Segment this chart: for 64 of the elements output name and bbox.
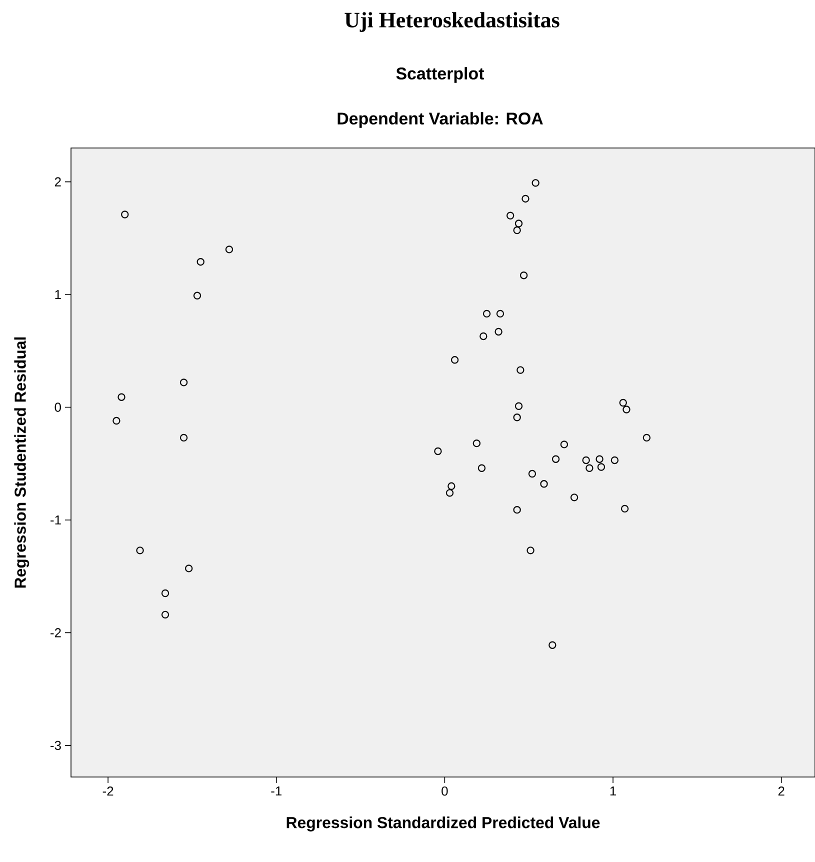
point <box>494 328 502 336</box>
point <box>642 434 651 442</box>
point <box>622 406 630 414</box>
point <box>532 179 540 187</box>
point <box>548 641 556 649</box>
point <box>193 292 202 300</box>
y-axis-title: Regression Studentized Residual <box>14 337 30 588</box>
point <box>526 546 534 554</box>
chart-title: Scatterplot <box>396 67 484 83</box>
point <box>482 310 491 318</box>
y-tick-label: -2 <box>50 628 61 638</box>
point <box>480 332 488 340</box>
point <box>180 434 188 442</box>
x-tick-label: 2 <box>778 786 784 796</box>
point <box>560 440 568 448</box>
point <box>450 356 459 364</box>
x-tick-label: -2 <box>102 786 114 796</box>
point <box>180 378 188 386</box>
point <box>540 480 548 488</box>
y-tick-label: 1 <box>55 290 61 299</box>
point <box>570 494 578 502</box>
point <box>513 506 521 514</box>
point <box>582 456 590 464</box>
point <box>620 504 629 513</box>
point <box>610 456 619 464</box>
x-tick-label: 1 <box>610 786 616 796</box>
point <box>448 482 456 490</box>
x-axis-title: Regression Standardized Predicted Value <box>286 816 600 832</box>
point <box>434 447 442 456</box>
chart-subtitle: Dependent Variable: ROA <box>338 112 543 128</box>
point <box>522 194 530 203</box>
point <box>136 546 144 554</box>
point <box>520 272 528 280</box>
x-tick-label: 0 <box>442 786 448 796</box>
point <box>514 402 523 410</box>
point <box>184 564 193 572</box>
point <box>514 220 523 228</box>
point <box>118 393 126 401</box>
point <box>196 258 204 266</box>
point <box>552 455 560 463</box>
text: Uji Heteroskedastisitas <box>344 12 560 32</box>
point <box>586 464 594 472</box>
y-tick-label: 2 <box>54 177 61 186</box>
point <box>513 226 521 234</box>
point <box>472 439 481 448</box>
point <box>496 310 504 318</box>
y-tick-label: -1 <box>50 516 61 524</box>
point <box>619 398 627 407</box>
y-tick-label: -3 <box>50 740 61 750</box>
point <box>513 414 521 422</box>
point <box>597 463 606 471</box>
point <box>506 212 514 220</box>
x-tick-label: -1 <box>271 786 282 796</box>
point <box>596 455 604 463</box>
point <box>446 489 454 497</box>
point <box>528 470 536 478</box>
y-tick-label: 0 <box>54 402 61 412</box>
point <box>516 366 524 374</box>
point <box>161 610 170 619</box>
point <box>225 246 234 254</box>
point <box>112 416 120 425</box>
point <box>121 210 129 218</box>
point <box>478 464 486 472</box>
point <box>161 589 170 598</box>
